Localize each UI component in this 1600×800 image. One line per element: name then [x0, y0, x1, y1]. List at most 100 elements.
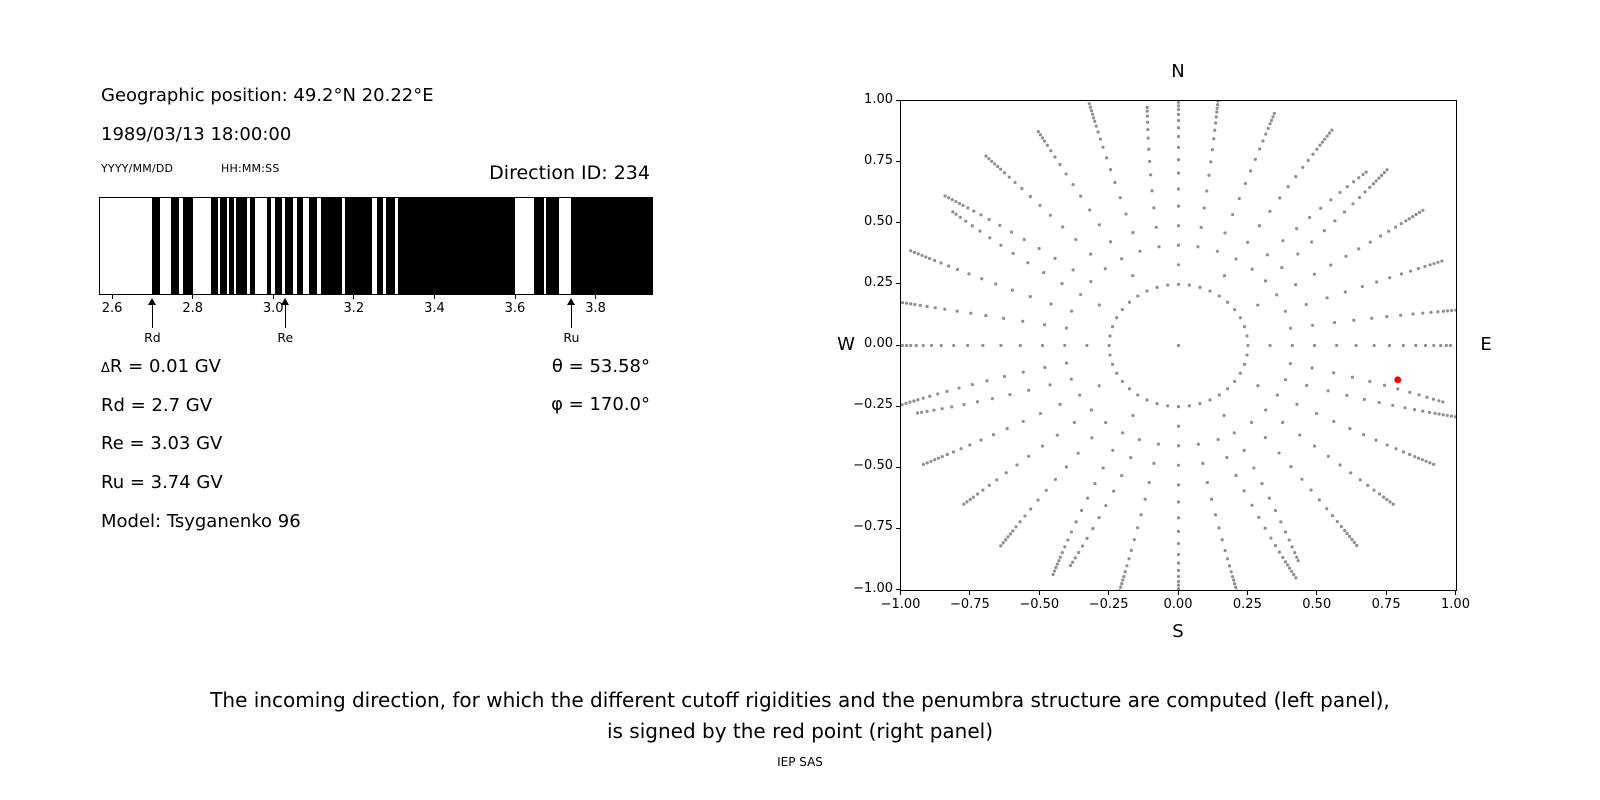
gray-dot: [1002, 171, 1007, 175]
gray-dot: [1131, 231, 1135, 235]
gray-dot: [945, 389, 949, 393]
gray-dot: [1352, 318, 1356, 322]
gray-dot: [958, 215, 962, 219]
gray-dot: [925, 409, 929, 413]
gray-dot: [1115, 371, 1119, 375]
gray-dot: [1449, 414, 1454, 418]
gray-dot: [1296, 252, 1300, 256]
barcode-x-tick-label: 3.0: [262, 301, 284, 316]
gray-dot: [1417, 393, 1421, 397]
gray-dot: [1176, 444, 1181, 448]
gray-dot: [1131, 413, 1135, 418]
gray-dot: [1090, 436, 1094, 440]
gray-dot: [1281, 420, 1285, 425]
gray-dot: [968, 443, 972, 447]
gray-dot: [988, 236, 992, 240]
gray-dot: [970, 382, 974, 387]
gray-dot: [1215, 249, 1220, 253]
gray-dot: [1166, 283, 1170, 287]
gray-dot: [1441, 309, 1446, 313]
gray-dot: [928, 394, 932, 398]
gray-dot: [1238, 371, 1242, 375]
gray-dot: [1198, 285, 1202, 289]
gray-dot: [1147, 480, 1151, 485]
gray-dot: [1312, 272, 1316, 276]
gray-dot: [1325, 134, 1329, 138]
gray-dot: [951, 210, 955, 214]
gray-dot: [1207, 173, 1211, 177]
gray-dot: [928, 256, 932, 261]
gray-dot: [1213, 121, 1218, 125]
gray-dot: [1078, 393, 1082, 397]
gray-dot: [1277, 451, 1281, 455]
gray-dot: [957, 386, 961, 390]
gray-dot: [1076, 451, 1080, 455]
map-x-tick: [1177, 591, 1179, 595]
gray-dot: [1213, 513, 1218, 517]
gray-dot: [1309, 488, 1313, 492]
gray-dot: [1018, 520, 1022, 524]
map-x-tick-label: −0.25: [1088, 597, 1129, 612]
gray-dot: [1026, 261, 1030, 265]
gray-dot: [1055, 433, 1059, 437]
gray-dot: [1233, 307, 1237, 312]
gray-dot: [966, 343, 970, 348]
gray-dot: [1064, 326, 1069, 330]
gray-dot: [1145, 398, 1149, 402]
gray-dot: [952, 343, 956, 348]
gray-dot: [1176, 574, 1181, 579]
gray-dot: [1292, 573, 1296, 577]
gray-dot: [1150, 189, 1154, 193]
gray-dot: [1155, 402, 1159, 406]
gray-dot: [1232, 578, 1236, 582]
barcode-x-tick-label: 2.6: [101, 301, 123, 316]
gray-dot: [1120, 307, 1124, 312]
gray-dot: [1215, 106, 1219, 110]
gray-dot: [1440, 259, 1444, 263]
gray-dot: [1066, 538, 1070, 542]
gray-dot: [1358, 478, 1362, 482]
geographic-position: Geographic position: 49.2°N 20.22°E: [101, 85, 434, 106]
gray-dot: [1127, 387, 1132, 391]
arrow-shaft: [284, 304, 286, 328]
arrow-shaft: [151, 304, 153, 328]
gray-dot: [904, 301, 909, 305]
gray-dot: [975, 400, 980, 404]
gray-dot: [1131, 274, 1135, 278]
gray-dot: [987, 483, 991, 487]
gray-dot: [1052, 569, 1057, 573]
gray-dot: [1382, 495, 1386, 499]
gray-dot: [1057, 559, 1061, 563]
gray-dot: [1080, 544, 1085, 548]
gray-dot: [933, 306, 937, 310]
gray-dot: [969, 311, 973, 315]
gray-dot: [1295, 402, 1299, 407]
gray-dot: [1176, 500, 1181, 504]
gray-dot: [1343, 290, 1347, 294]
map-x-tick: [1246, 591, 1248, 595]
delta-symbol: Δ: [101, 361, 110, 376]
gray-dot: [954, 199, 958, 204]
gray-dot: [1377, 400, 1381, 405]
gray-dot: [1068, 563, 1073, 568]
gray-dot: [1352, 540, 1356, 545]
gray-dot: [1448, 343, 1453, 348]
gray-dot: [1135, 526, 1140, 530]
gray-dot: [1333, 219, 1337, 223]
gray-dot: [1036, 498, 1040, 502]
gray-dot: [1176, 243, 1181, 247]
gray-dot: [1288, 326, 1293, 330]
gray-dot: [901, 402, 904, 407]
gray-dot: [1332, 320, 1337, 325]
gray-dot: [1351, 202, 1355, 206]
gray-dot: [1283, 309, 1288, 313]
gray-dot: [1038, 133, 1043, 137]
gray-dot: [1090, 112, 1095, 116]
gray-dot: [1209, 497, 1214, 501]
penumbra-band: [220, 198, 227, 294]
gray-dot: [1411, 312, 1415, 316]
gray-dot: [1394, 447, 1398, 451]
gray-dot: [1374, 438, 1378, 442]
penumbra-band: [377, 198, 383, 294]
gray-dot: [920, 410, 924, 414]
